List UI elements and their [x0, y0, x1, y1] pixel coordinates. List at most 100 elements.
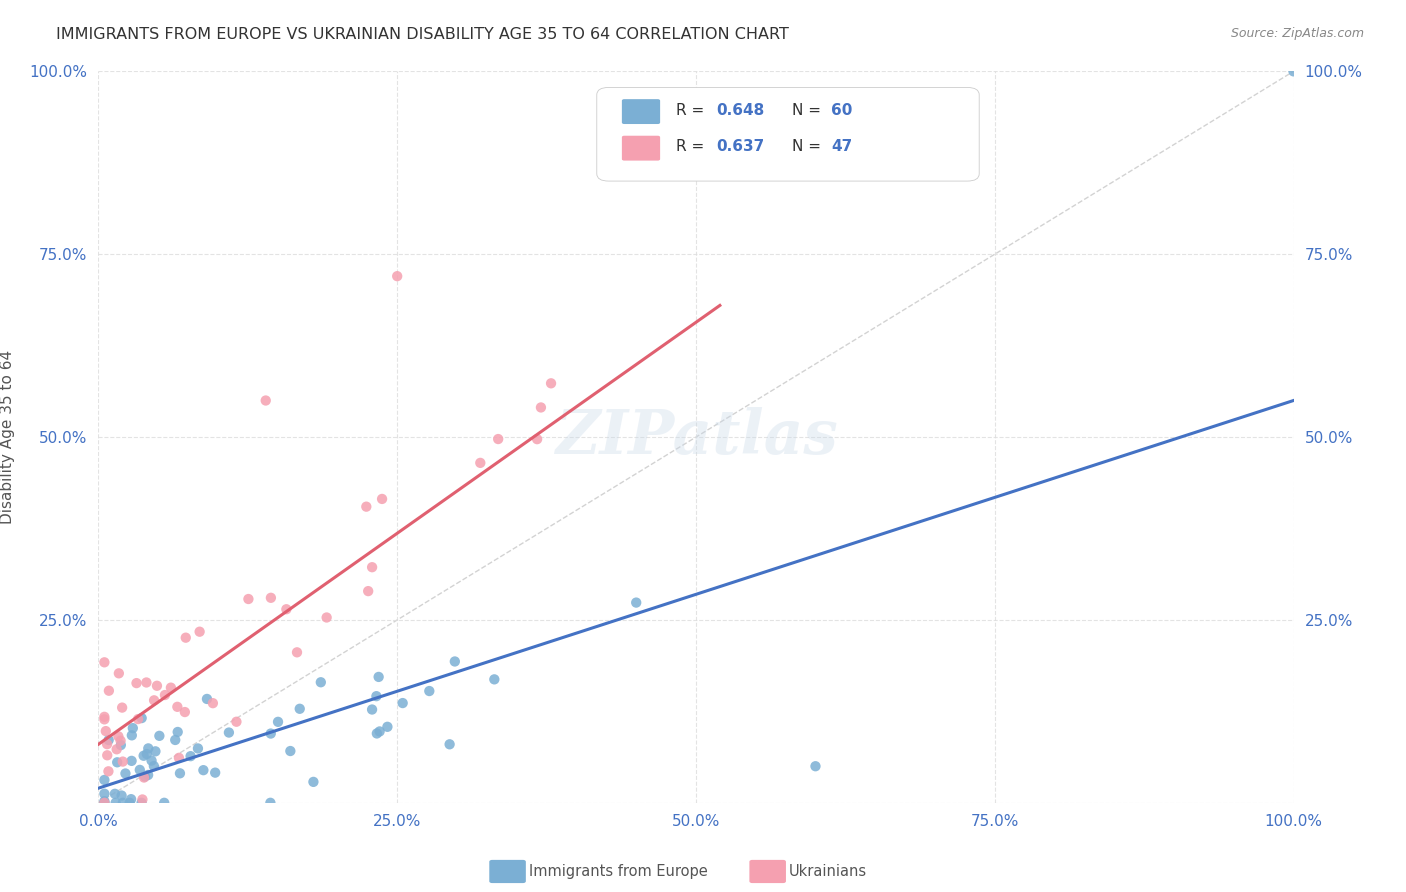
Point	[111, 796, 134, 810]
Point	[486, 432, 509, 446]
Text: R =: R =	[676, 103, 709, 118]
Point	[309, 675, 332, 690]
Point	[93, 787, 115, 801]
Point	[97, 683, 120, 698]
Point	[484, 673, 506, 687]
Point	[135, 747, 157, 761]
Point	[142, 759, 165, 773]
Point	[97, 764, 120, 779]
Point	[135, 675, 157, 690]
Point	[443, 655, 465, 669]
Point	[470, 456, 492, 470]
Point	[153, 688, 176, 702]
Point	[104, 787, 127, 801]
Point	[131, 792, 153, 806]
Point	[371, 491, 394, 506]
Point	[114, 766, 136, 780]
Text: 60: 60	[831, 103, 852, 118]
Point	[174, 631, 197, 645]
Point	[201, 696, 224, 710]
Point	[626, 596, 648, 610]
Point	[530, 401, 553, 415]
Point	[166, 725, 188, 739]
Point	[93, 772, 115, 787]
Point	[110, 738, 132, 752]
Point	[540, 376, 562, 391]
Point	[93, 712, 115, 726]
Text: 0.637: 0.637	[716, 139, 765, 154]
Point	[145, 744, 167, 758]
FancyBboxPatch shape	[621, 99, 661, 124]
Point	[166, 699, 188, 714]
Point	[367, 670, 389, 684]
Point	[108, 666, 131, 681]
Point	[368, 724, 391, 739]
FancyBboxPatch shape	[621, 136, 661, 161]
Point	[1282, 64, 1305, 78]
Point	[204, 765, 226, 780]
Point	[195, 692, 218, 706]
Point	[148, 729, 170, 743]
Text: N =: N =	[792, 139, 825, 154]
Point	[165, 733, 187, 747]
Point	[93, 796, 115, 810]
Point	[132, 748, 155, 763]
Point	[121, 721, 143, 735]
Point	[153, 796, 176, 810]
Point	[280, 744, 302, 758]
Point	[121, 728, 143, 742]
Point	[276, 602, 298, 616]
Point	[526, 432, 548, 446]
Point	[141, 754, 163, 768]
Point	[97, 733, 120, 747]
Point	[361, 702, 384, 716]
Point	[93, 710, 115, 724]
Point	[193, 763, 215, 777]
Point	[188, 624, 211, 639]
Point	[96, 748, 118, 763]
Text: Ukrainians: Ukrainians	[789, 864, 868, 879]
Point	[127, 712, 149, 726]
Point	[143, 693, 166, 707]
Point	[418, 684, 440, 698]
Point	[93, 656, 115, 670]
Point	[131, 796, 153, 810]
Point	[120, 792, 142, 806]
Point	[385, 269, 409, 284]
Point	[134, 770, 156, 784]
FancyBboxPatch shape	[596, 87, 979, 181]
Point	[118, 796, 141, 810]
Point	[356, 500, 378, 514]
Point	[96, 737, 118, 751]
Point	[804, 759, 827, 773]
Point	[285, 645, 308, 659]
Point	[107, 729, 129, 743]
Point	[136, 768, 159, 782]
Point	[187, 741, 209, 756]
Point	[105, 756, 128, 770]
Point	[267, 714, 290, 729]
Point	[225, 714, 247, 729]
Text: Source: ZipAtlas.com: Source: ZipAtlas.com	[1230, 27, 1364, 40]
Point	[366, 689, 388, 703]
Text: 47: 47	[831, 139, 852, 154]
Point	[439, 737, 461, 751]
Point	[173, 705, 195, 719]
Point	[377, 720, 399, 734]
Point	[357, 584, 380, 599]
Point	[169, 766, 191, 780]
Point	[259, 796, 281, 810]
Point	[93, 796, 115, 810]
Point	[111, 755, 134, 769]
Point	[391, 696, 413, 710]
Point	[136, 741, 159, 756]
Point	[218, 725, 240, 739]
Point	[315, 610, 337, 624]
Point	[94, 724, 117, 739]
Point	[302, 775, 325, 789]
Point	[128, 763, 150, 777]
Point	[361, 560, 384, 574]
Point	[238, 592, 260, 607]
Text: R =: R =	[676, 139, 709, 154]
Point	[366, 726, 388, 740]
